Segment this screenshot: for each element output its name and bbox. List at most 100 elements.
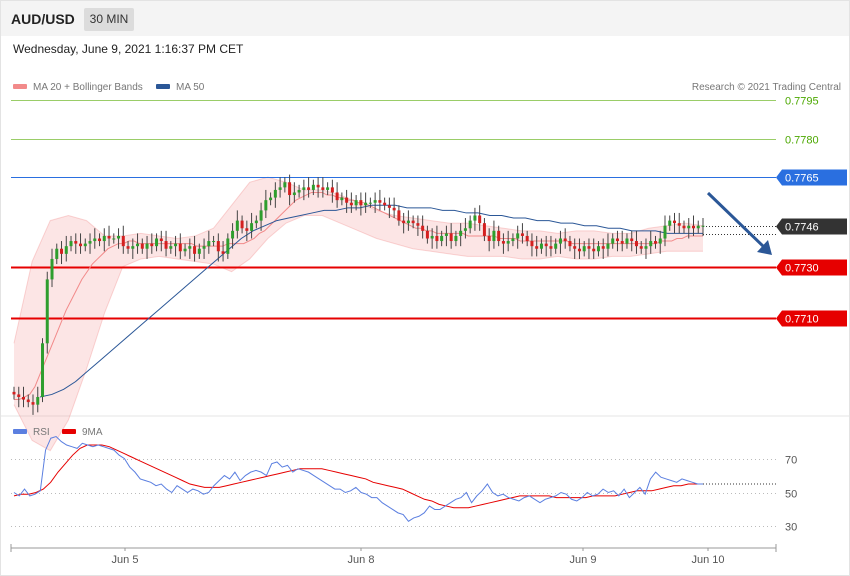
candle-body [563, 238, 567, 242]
candle-body [216, 241, 220, 252]
candle-body [297, 189, 301, 193]
legend-swatch-9ma [62, 429, 76, 434]
moving-averages [14, 191, 703, 401]
legend-swatch-bollinger [13, 84, 27, 89]
candle-body [174, 243, 178, 247]
candle-body [397, 210, 401, 221]
candle-body [112, 238, 116, 240]
candle-body [212, 241, 216, 243]
rsi-tick-label: 50 [785, 489, 797, 501]
candle-body [41, 343, 45, 397]
candle-body [155, 238, 159, 247]
candle-body [449, 233, 453, 242]
candle-body [221, 251, 225, 254]
candle-body [701, 225, 705, 227]
chart-header: AUD/USD 30 MIN [1, 1, 849, 36]
copyright-text: Research © 2021 Trading Central [692, 82, 841, 93]
candle-body [535, 246, 539, 249]
support-tag [776, 310, 847, 327]
chart-datetime: Wednesday, June 9, 2021 1:16:37 PM CET [13, 42, 244, 56]
candle-body [245, 228, 249, 231]
candle-body [687, 225, 691, 229]
candle-body [240, 220, 244, 229]
candle-body [402, 220, 406, 224]
candle-body [653, 241, 657, 244]
candle-body [335, 192, 339, 201]
candle-body [250, 223, 254, 231]
candle-body [349, 202, 353, 206]
candle-body [340, 197, 344, 201]
rsi-panel: 70 50 30 [11, 435, 797, 534]
symbol-title: AUD/USD [11, 11, 75, 27]
candle-body [530, 241, 534, 247]
current-price-tag [776, 218, 847, 235]
candle-body [117, 235, 121, 239]
candle-body [330, 187, 334, 193]
candle-body [601, 246, 605, 249]
candle-body [421, 225, 425, 231]
candle-body [269, 197, 273, 201]
candle-body [74, 241, 78, 244]
candle-body [102, 235, 106, 242]
candle-body [31, 402, 35, 405]
candle-body [544, 243, 548, 247]
candle-body [440, 235, 444, 242]
candle-body [691, 225, 695, 229]
candle-body [283, 182, 287, 188]
ma50-line [39, 204, 703, 398]
candle-body [178, 243, 182, 252]
candle-body [326, 187, 330, 190]
candle-body [364, 202, 368, 206]
candle-body [93, 238, 97, 242]
candle-body [435, 235, 439, 242]
candle-body [682, 225, 686, 229]
candle-body [478, 215, 482, 224]
candle-body [611, 238, 615, 244]
timeframe-button[interactable]: 30 MIN [84, 8, 134, 31]
candle-body [501, 241, 505, 244]
candle-body [235, 220, 239, 231]
candle-body [12, 391, 16, 395]
current-price-label: 0.7746 [785, 222, 819, 234]
x-tick-label: Jun 5 [112, 554, 139, 566]
candle-body [525, 235, 529, 242]
candle-body [188, 246, 192, 249]
candle-body [663, 225, 667, 239]
candle-body [311, 184, 315, 190]
candle-body [406, 220, 410, 224]
candle-body [463, 228, 467, 231]
candle-body [497, 230, 501, 242]
candle-body [359, 200, 363, 206]
candle-body [454, 235, 458, 242]
candle-body [378, 200, 382, 203]
x-tick-label: Jun 9 [570, 554, 597, 566]
candle-body [60, 248, 64, 254]
candle-body [345, 197, 349, 203]
candle-body [430, 235, 434, 239]
candle-body [150, 243, 154, 247]
candle-body [169, 246, 173, 249]
legend-label-rsi: RSI [33, 427, 50, 438]
candle-body [549, 246, 553, 249]
x-tick-label: Jun 10 [691, 554, 724, 566]
candle-body [183, 248, 187, 252]
forecast-arrow-icon [706, 191, 772, 255]
pivot-tag [776, 169, 847, 186]
legend-swatch-rsi [13, 429, 27, 434]
candle-body [17, 394, 21, 397]
candle-body [316, 184, 320, 188]
candle-body [639, 246, 643, 249]
candle-body [444, 233, 448, 236]
candle-body [487, 235, 491, 242]
candle-body [634, 241, 638, 247]
candle-body [644, 246, 648, 249]
candle-body [288, 182, 292, 196]
rsi-tick-label: 30 [785, 522, 797, 534]
candle-body [231, 230, 235, 239]
price-levels: 0.7795 0.7780 0.7765 0.7746 0.7730 0.7710 [11, 96, 847, 327]
candle-body [596, 246, 600, 252]
candle-body [354, 200, 358, 206]
candle-body [88, 241, 92, 244]
candle-body [520, 233, 524, 236]
